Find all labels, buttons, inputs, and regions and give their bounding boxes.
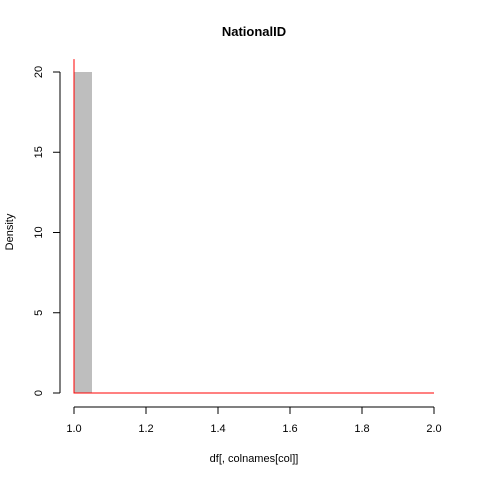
- density-curve: [73, 59, 434, 394]
- y-tick-label-0: 0: [33, 390, 45, 396]
- y-tick-label-3: 15: [33, 146, 45, 158]
- chart-title: NationalID: [222, 24, 286, 39]
- histogram-bar-0: [74, 72, 92, 393]
- x-tick-label-3: 1.6: [282, 423, 297, 435]
- x-tick-label-4: 1.8: [354, 423, 369, 435]
- x-tick-label-5: 2.0: [426, 423, 441, 435]
- x-axis-label: df[, colnames[col]]: [210, 453, 299, 465]
- x-tick-label-0: 1.0: [66, 423, 81, 435]
- y-tick-label-1: 5: [33, 310, 45, 316]
- y-tick-label-4: 20: [33, 66, 45, 78]
- x-tick-label-2: 1.4: [210, 423, 225, 435]
- plot-area: 1.0 1.2 1.4 1.6 1.8 2.0 0 5 10 15 20: [33, 59, 442, 435]
- x-tick-label-1: 1.2: [138, 423, 153, 435]
- y-tick-label-2: 10: [33, 226, 45, 238]
- y-axis-label: Density: [4, 213, 16, 250]
